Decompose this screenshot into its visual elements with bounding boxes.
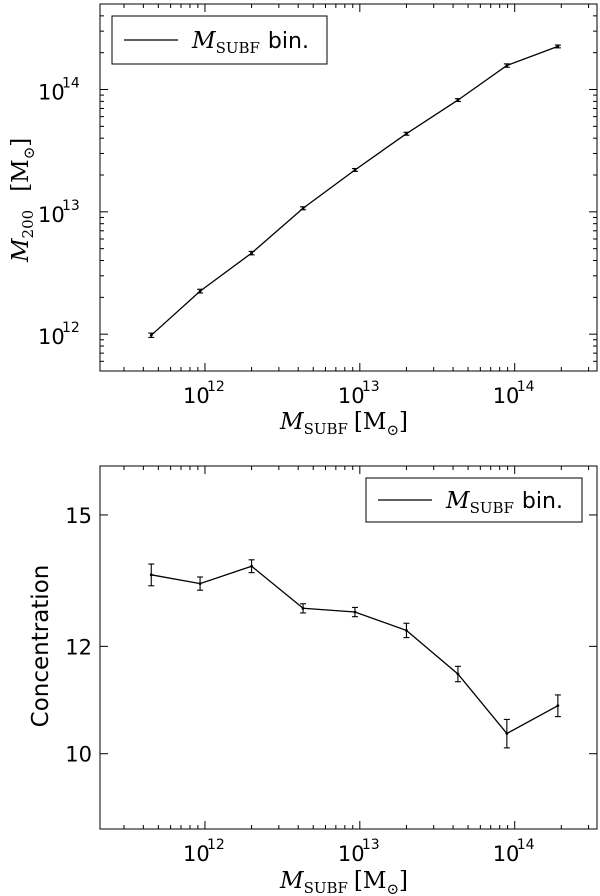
x-tick-label: 10: [183, 842, 210, 866]
y-tick-label: 10: [38, 203, 65, 227]
data-point: [149, 573, 153, 577]
data-point: [405, 132, 408, 136]
data-point: [250, 251, 253, 255]
data-point: [301, 606, 305, 610]
x-tick-exponent: 13: [362, 837, 380, 853]
data-point: [149, 333, 153, 337]
x-tick-exponent: 12: [207, 379, 225, 395]
x-tick-exponent: 13: [362, 379, 380, 395]
x-tick-exponent: 14: [517, 379, 535, 395]
y-tick-label: 15: [65, 504, 92, 528]
x-tick-label: 10: [338, 842, 365, 866]
y-axis-label: M200[M⊙]: [8, 138, 38, 263]
data-point: [250, 564, 253, 568]
data-point: [198, 289, 202, 293]
y-tick-label: 12: [65, 635, 92, 659]
data-point: [353, 610, 357, 614]
x-tick-exponent: 12: [207, 837, 225, 853]
plot-marks: [148, 44, 561, 339]
y-tick-exponent: 12: [62, 320, 80, 336]
x-axis-label: MSUBF [M⊙]: [279, 868, 408, 896]
legend-label: MSUBF bin.: [445, 488, 563, 517]
legend-box: [111, 15, 328, 65]
legend: MSUBF bin.: [365, 477, 583, 523]
data-point: [405, 628, 408, 632]
data-point: [301, 206, 305, 210]
y-tick-label: 10: [38, 325, 65, 349]
y-tick-exponent: 13: [62, 198, 80, 214]
y-tick-label: 10: [38, 81, 65, 105]
data-point: [353, 168, 357, 172]
data-point: [505, 732, 509, 735]
data-point: [556, 704, 560, 708]
legend-label: MSUBF bin.: [191, 28, 309, 57]
x-tick-label: 10: [183, 384, 210, 408]
data-point: [556, 45, 560, 48]
data-point: [505, 64, 509, 67]
legend-box: [365, 477, 583, 523]
plot-frame: [99, 465, 598, 830]
data-point: [456, 98, 460, 102]
plot-frame: [99, 3, 598, 372]
x-tick-label: 10: [493, 842, 520, 866]
series-line: [150, 45, 559, 336]
x-axis-label: MSUBF [M⊙]: [279, 409, 408, 439]
plot-marks: [148, 559, 561, 749]
series-line: [151, 565, 559, 735]
x-tick-exponent: 14: [517, 837, 535, 853]
y-tick-label: 10: [65, 743, 92, 767]
y-axis-label: Concentration: [28, 565, 54, 728]
x-tick-label: 10: [338, 384, 365, 408]
x-tick-label: 10: [493, 384, 520, 408]
y-tick-exponent: 14: [62, 76, 80, 92]
legend: MSUBF bin.: [111, 15, 328, 65]
data-point: [198, 582, 202, 585]
data-point: [456, 672, 460, 676]
